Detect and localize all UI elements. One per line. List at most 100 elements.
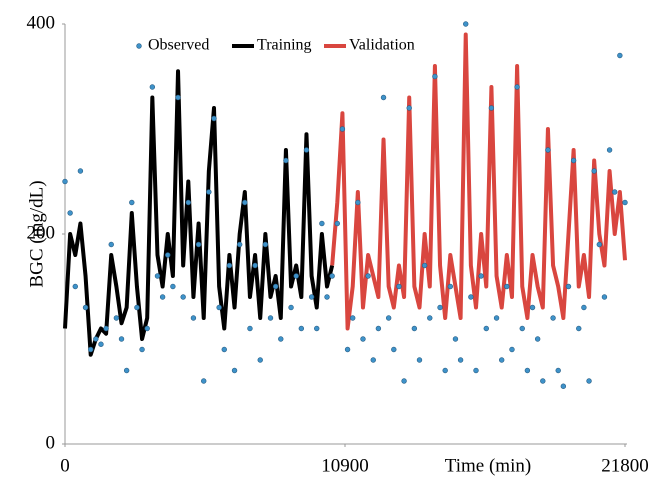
observed-point <box>421 262 428 269</box>
legend: Observed Training Validation <box>136 37 415 54</box>
observed-point <box>473 367 479 374</box>
observed-point <box>211 115 217 122</box>
observed-point <box>339 126 346 132</box>
observed-point <box>432 73 438 80</box>
observed-point <box>98 341 104 347</box>
observed-point <box>139 346 145 353</box>
observed-point <box>82 304 89 311</box>
observed-point <box>375 325 382 332</box>
observed-point <box>478 273 484 279</box>
observed-point <box>283 157 289 164</box>
observed-point <box>108 241 114 248</box>
observed-point <box>442 367 448 374</box>
observed-point <box>159 294 166 300</box>
observed-point <box>262 241 269 248</box>
observed-point <box>581 304 587 311</box>
observed-point <box>380 94 387 101</box>
observed-point <box>596 241 603 248</box>
observed-point <box>314 325 320 332</box>
legend-label: Validation <box>349 37 415 54</box>
observed-point <box>498 357 505 363</box>
observed-point <box>195 241 202 248</box>
observed-point <box>504 283 510 290</box>
observed-point <box>396 283 402 290</box>
observed-point <box>201 378 207 384</box>
observed-point <box>406 105 412 111</box>
observed-point <box>519 325 525 332</box>
observed-point <box>365 273 371 279</box>
observed-point <box>534 336 541 342</box>
observed-point <box>385 315 392 321</box>
observed-point <box>236 241 243 248</box>
legend-label: Observed <box>148 37 209 54</box>
observed-point <box>293 273 299 279</box>
observed-point <box>221 346 227 353</box>
observed-point <box>350 315 356 321</box>
observed-point <box>529 304 536 311</box>
observed-point <box>329 273 335 279</box>
y-tick-label: 400 <box>27 12 56 33</box>
observed-point <box>416 357 423 363</box>
observed-point <box>457 357 464 363</box>
observed-point <box>278 336 284 342</box>
observed-point <box>216 304 222 311</box>
observed-point <box>226 262 233 269</box>
observed-point <box>411 325 418 332</box>
observed-point <box>545 147 551 153</box>
observed-point <box>247 325 253 332</box>
observed-point <box>206 189 212 195</box>
observed-point <box>118 336 125 342</box>
observed-point <box>493 315 500 321</box>
y-axis-label: BGC (mg/dL) <box>26 180 47 287</box>
legend-label: Training <box>257 37 312 54</box>
observed-point <box>550 315 556 321</box>
observed-point <box>185 199 192 206</box>
x-tick-label: 0 <box>60 455 70 476</box>
observed-point <box>252 262 258 269</box>
observed-point <box>113 315 120 321</box>
legend-marker <box>136 43 142 49</box>
observed-point <box>334 220 340 227</box>
observed-point <box>288 304 294 311</box>
observed-point <box>319 220 325 227</box>
observed-point <box>427 315 433 321</box>
observed-point <box>606 147 613 153</box>
observed-point <box>601 294 608 300</box>
series-line <box>330 32 627 331</box>
observed-point <box>452 336 459 342</box>
observed-point <box>468 294 474 300</box>
observed-point <box>190 315 197 321</box>
observed-point <box>355 199 361 206</box>
observed-point <box>170 283 176 290</box>
observed-point <box>391 346 397 353</box>
observed-point <box>555 367 561 374</box>
series-line <box>63 69 335 357</box>
observed-point <box>401 378 407 384</box>
observed-point <box>308 294 315 300</box>
y-tick-label: 200 <box>27 222 56 243</box>
observed-point <box>93 336 99 342</box>
observed-point <box>447 283 454 290</box>
observed-point <box>370 357 376 363</box>
observed-point <box>612 189 618 195</box>
y-tick-label: 0 <box>46 432 56 453</box>
observed-point <box>576 325 582 332</box>
observed-point <box>437 304 443 311</box>
x-tick-label: 21800 <box>601 455 649 476</box>
observed-point <box>303 147 310 153</box>
observed-point <box>298 325 305 332</box>
observed-point <box>570 157 577 164</box>
observed-point <box>617 52 623 59</box>
observed-point <box>560 383 567 389</box>
observed-point <box>524 367 531 374</box>
observed-point <box>565 283 572 290</box>
observed-point <box>67 210 73 216</box>
observed-point <box>324 294 330 300</box>
observed-point <box>62 178 68 185</box>
observed-point <box>272 283 279 290</box>
observed-point <box>463 21 469 27</box>
observed-point <box>72 283 78 290</box>
observed-point <box>180 294 186 300</box>
observed-point <box>586 378 592 384</box>
